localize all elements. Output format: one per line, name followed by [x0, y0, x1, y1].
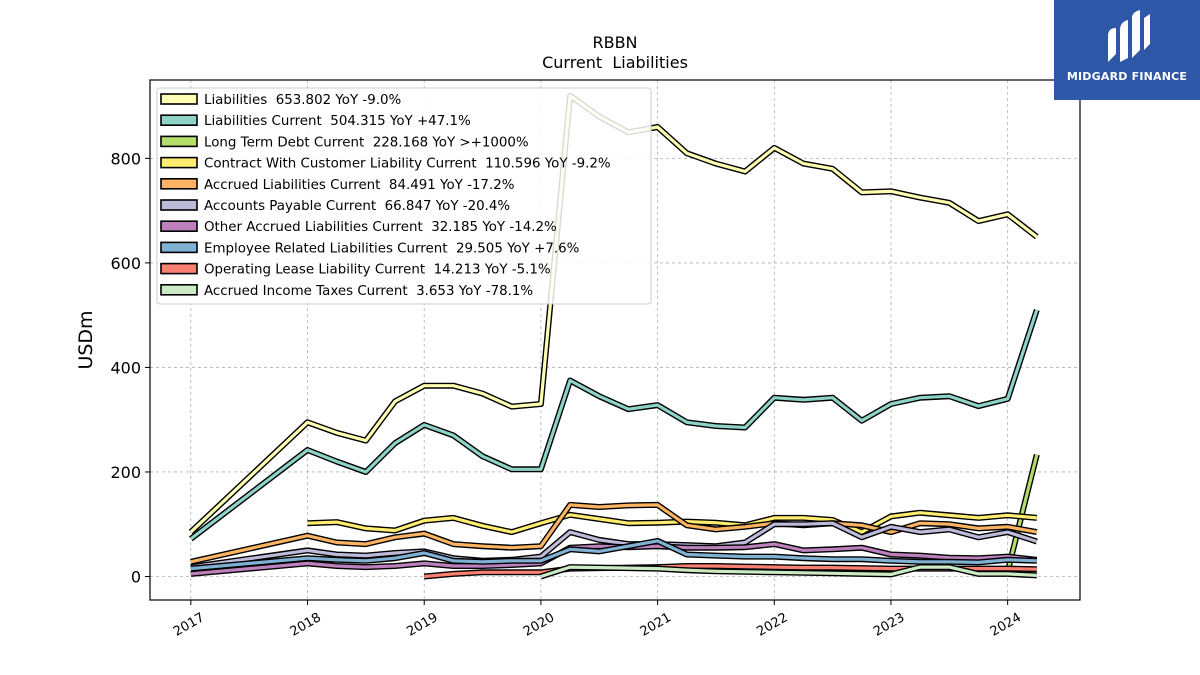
logo-text: MIDGARD FINANCE	[1066, 70, 1188, 83]
series-line-core	[189, 94, 1038, 534]
midgard-logo-icon	[1108, 10, 1150, 62]
legend-label: Accrued Liabilities Current 84.491 YoY -…	[204, 178, 514, 193]
y-tick-label: 600	[110, 254, 141, 273]
series-line-core	[190, 539, 1037, 571]
series-line	[188, 308, 1040, 542]
y-tick-label: 0	[131, 567, 141, 586]
series-line-core	[307, 511, 1037, 534]
legend-label: Other Accrued Liabilities Current 32.185…	[204, 220, 557, 235]
series-line	[190, 537, 1037, 572]
series-line	[190, 501, 1038, 565]
legend-swatch	[160, 283, 198, 296]
legend-swatch	[160, 114, 198, 126]
legend-swatch	[160, 220, 198, 232]
y-tick-label: 800	[110, 149, 141, 168]
legend-swatch	[160, 135, 198, 148]
plot-frame	[149, 79, 1081, 601]
legend-label: Long Term Debt Current 228.168 YoY >+100…	[204, 135, 529, 150]
legend-swatch	[160, 199, 198, 211]
series-line-core	[540, 565, 1037, 579]
legend-label: Employee Related Liabilities Current 29.…	[204, 241, 579, 256]
legend-swatch	[160, 241, 198, 254]
legend-swatch	[160, 178, 198, 190]
y-tick-label: 200	[110, 463, 141, 482]
legend-label: Contract With Customer Liability Current…	[204, 157, 611, 172]
legend-label: Operating Lease Liability Current 14.213…	[204, 263, 551, 278]
series-line	[307, 509, 1038, 536]
legend-swatch	[160, 156, 198, 169]
legend-swatch	[160, 262, 198, 275]
midgard-finance-logo: MIDGARD FINANCE	[1054, 0, 1200, 100]
legend-box	[156, 87, 652, 305]
series-line-core	[189, 309, 1039, 541]
series-line-core	[1006, 454, 1039, 572]
legend-label: Accounts Payable Current 66.847 YoY -20.…	[204, 199, 510, 214]
legend-label: Liabilities 653.802 YoY -9.0%	[204, 93, 401, 108]
series-line	[539, 564, 1037, 580]
series-line-core	[190, 542, 1037, 576]
y-axis-label: USDm	[75, 310, 97, 369]
y-tick-label: 400	[110, 358, 141, 377]
series-line	[1004, 453, 1040, 573]
legend: Liabilities 653.802 YoY -9.0% Liabilities…	[156, 87, 652, 305]
series-line	[188, 92, 1039, 535]
series-line-core	[190, 503, 1038, 564]
chart-title: RBBN	[592, 33, 637, 52]
legend-label: Accrued Income Taxes Current 3.653 YoY -…	[204, 284, 533, 299]
legend-label: Liabilities Current 504.315 YoY +47.1%	[204, 114, 471, 129]
series-line	[190, 541, 1038, 577]
chart-subtitle: Current Liabilities	[542, 53, 688, 72]
legend-swatch	[160, 93, 198, 105]
